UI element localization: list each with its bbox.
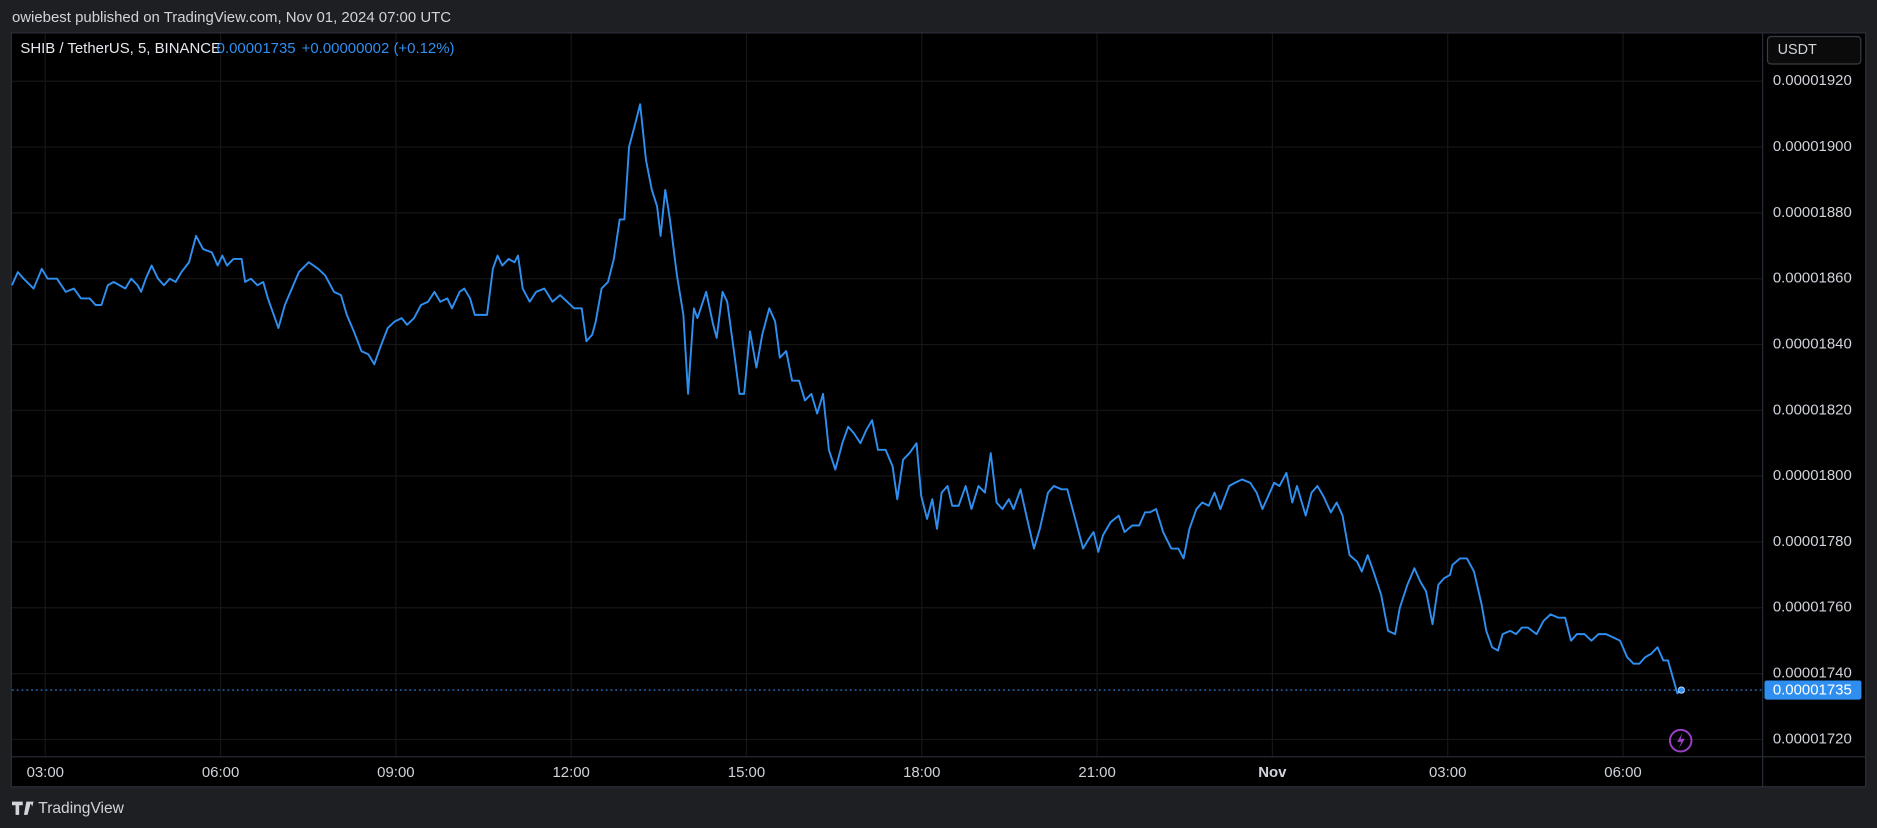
published-line: owiebest published on TradingView.com, N… — [12, 9, 451, 26]
x-tick-label: 18:00 — [903, 764, 940, 781]
x-tick-label: 09:00 — [377, 764, 414, 781]
brand[interactable]: TradingView — [11, 800, 125, 817]
x-tick-label: 12:00 — [552, 764, 589, 781]
y-tick-label: 0.00001780 — [1773, 533, 1852, 550]
y-tick-label: 0.00001800 — [1773, 467, 1852, 484]
y-tick-label: 0.00001900 — [1773, 138, 1852, 155]
y-tick-label: 0.00001740 — [1773, 665, 1852, 682]
plot — [11, 103, 1763, 695]
x-tick-label: 03:00 — [27, 764, 64, 781]
alert-bolt[interactable] — [1677, 732, 1685, 749]
last-price-label: 0.00001735 — [1773, 682, 1852, 699]
y-tick-label: 0.00001880 — [1773, 204, 1852, 221]
x-tick-label: 21:00 — [1078, 764, 1115, 781]
x-tick-label: 15:00 — [728, 764, 765, 781]
y-tick-label: 0.00001720 — [1773, 730, 1852, 747]
symbol-info: SHIB / TetherUS, 5, BINANCE — [20, 40, 221, 57]
header-change: +0.00000002 (+0.12%) — [302, 40, 455, 57]
brand-name[interactable]: TradingView — [38, 800, 124, 817]
x-tick-label: 06:00 — [202, 764, 239, 781]
last-price-tag — [1764, 680, 1862, 700]
y-tick-label: 0.00001860 — [1773, 270, 1852, 287]
price-line-series — [11, 103, 1683, 695]
y-tick-label: 0.00001920 — [1773, 72, 1852, 89]
currency-label[interactable]: USDT — [1778, 42, 1817, 58]
axes: 0.00001720 0.00001740 0.00001760 0.00001780… — [27, 72, 1862, 781]
y-tick-label: 0.00001760 — [1773, 599, 1852, 616]
x-tick-label: Nov — [1258, 764, 1287, 781]
y-tick-label: 0.00001820 — [1773, 401, 1852, 418]
alert-icon[interactable] — [1668, 728, 1693, 753]
grid — [11, 33, 1763, 757]
x-tick-label: 06:00 — [1604, 764, 1641, 781]
x-tick-label: 03:00 — [1429, 764, 1466, 781]
y-tick-label: 0.00001840 — [1773, 335, 1852, 352]
header-price: 0.00001735 — [217, 40, 296, 57]
alert-circle[interactable] — [1668, 728, 1693, 753]
brand-logo[interactable] — [11, 801, 34, 815]
currency-box[interactable] — [1766, 35, 1862, 65]
